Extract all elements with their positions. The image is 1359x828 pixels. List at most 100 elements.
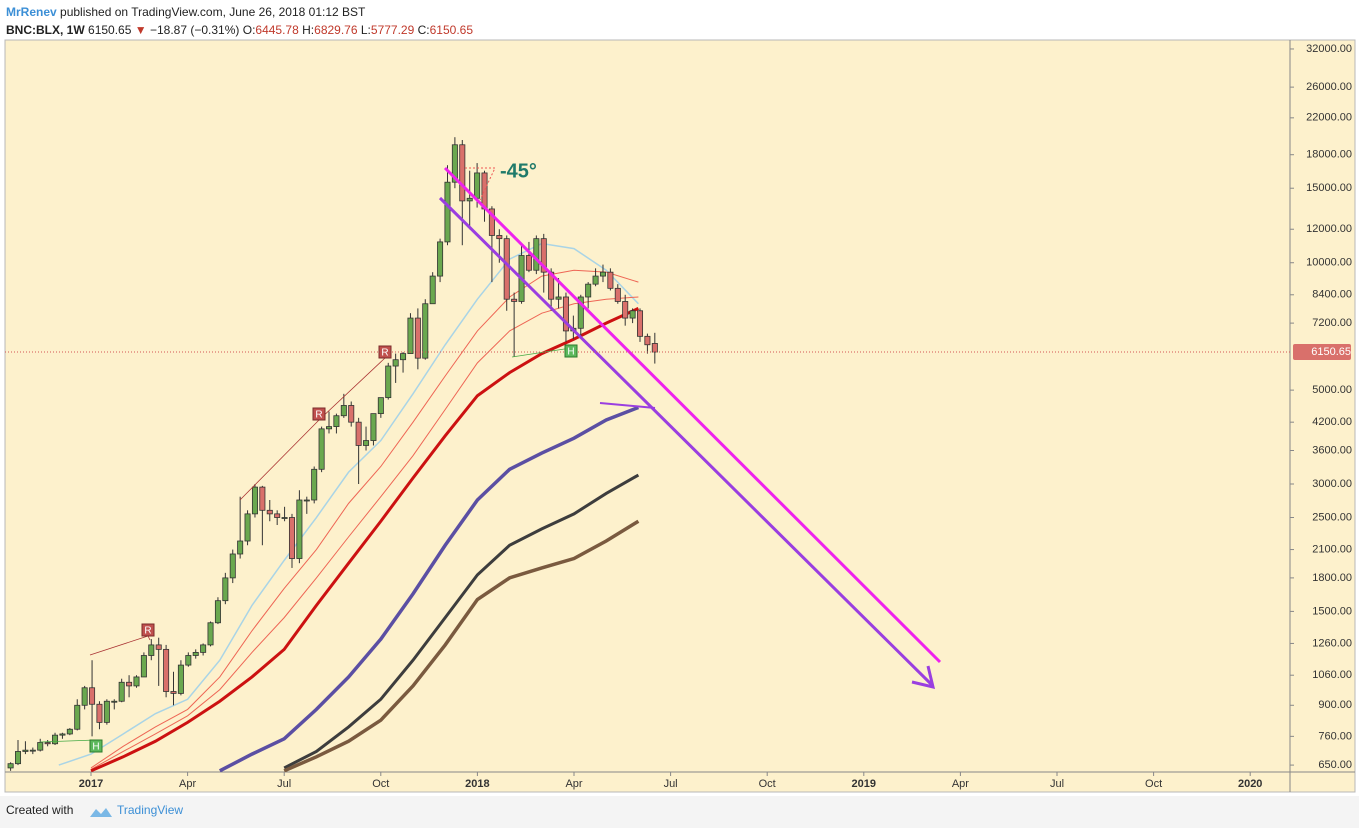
angle-marker — [465, 167, 496, 201]
y-tick-label: 2100.00 — [1312, 543, 1352, 555]
indicators — [58, 242, 640, 772]
x-tick-label: 2020 — [1238, 778, 1262, 790]
trend-line — [599, 402, 656, 409]
candle-body — [466, 197, 473, 202]
pivot-marker — [312, 407, 326, 421]
candle-body — [318, 428, 325, 470]
candle-body — [44, 742, 51, 745]
candle-body — [163, 648, 170, 692]
candle-body — [437, 241, 444, 277]
candle-body — [222, 577, 229, 602]
y-tick-label: 1800.00 — [1312, 572, 1352, 584]
candle-body — [52, 734, 59, 745]
candle-body — [237, 540, 244, 555]
candle-body — [66, 728, 73, 735]
candle-body — [251, 486, 258, 515]
y-tick-label: 4200.00 — [1312, 416, 1352, 428]
candle-body — [140, 655, 147, 678]
candle-body — [629, 310, 636, 319]
candle-body — [407, 317, 414, 354]
logo — [90, 808, 112, 817]
x-tick-label: Oct — [759, 778, 776, 790]
pivot-line — [39, 739, 97, 743]
indicator-line — [90, 296, 639, 770]
y-tick-label: 760.00 — [1318, 730, 1352, 742]
y-tick-label: 12000.00 — [1306, 223, 1352, 235]
candle-body — [37, 742, 44, 751]
candle-body — [244, 513, 251, 542]
pivot-marker — [89, 739, 103, 753]
x-tick-label: Apr — [952, 778, 969, 790]
candle-body — [103, 700, 110, 723]
y-tick-label: 18000.00 — [1306, 149, 1352, 161]
candle-body — [592, 275, 599, 285]
l-label: L: — [360, 23, 371, 37]
candle-body — [266, 509, 273, 515]
candle-body — [533, 238, 540, 271]
author[interactable]: MrRenev — [6, 5, 57, 19]
brand[interactable]: TradingView — [117, 803, 184, 817]
candle-body — [370, 413, 377, 441]
last-price-box — [1293, 344, 1351, 361]
indicator-line — [90, 307, 640, 772]
candle-body — [126, 681, 133, 687]
candle-body — [392, 359, 399, 367]
candle-body — [555, 296, 562, 300]
h-label: H: — [302, 23, 315, 37]
x-tick-label: Apr — [179, 778, 196, 790]
candle-body — [96, 703, 103, 723]
pivot-label: H — [92, 742, 99, 753]
indicator-line — [283, 473, 640, 770]
candle-body — [22, 749, 29, 752]
candle-body — [622, 301, 629, 319]
candle-body — [385, 365, 392, 399]
candle-body — [281, 517, 288, 519]
candle-body — [614, 287, 621, 302]
candle-body — [651, 343, 658, 353]
symbol: BNC:BLX, 1W — [6, 23, 85, 37]
o-label: O: — [242, 23, 256, 37]
candle-body — [377, 397, 384, 415]
candle-body — [326, 426, 333, 430]
candle-body — [511, 298, 518, 302]
y-tick-label: 8400.00 — [1312, 289, 1352, 301]
published: published on TradingView.com, June 26, 2… — [60, 5, 366, 19]
last-price-label: 6150.65 — [1311, 346, 1351, 358]
pivot-marker — [564, 344, 578, 358]
y-tick-label: 3000.00 — [1312, 478, 1352, 490]
candle-body — [177, 664, 184, 694]
candle-body — [81, 687, 88, 706]
candle-body — [200, 644, 207, 653]
candle-body — [607, 271, 614, 289]
y-tick-label: 3600.00 — [1312, 444, 1352, 456]
low: 5777.29 — [370, 23, 415, 37]
candle-body — [422, 303, 429, 359]
candle-body — [29, 749, 36, 752]
y-tick-label: 1060.00 — [1312, 669, 1352, 681]
candle-body — [155, 644, 162, 650]
x-tick-label: Jul — [1050, 778, 1064, 790]
candle-body — [89, 687, 96, 705]
header: MrRenev published on TradingView.com, Ju… — [6, 3, 473, 39]
candle-body — [599, 271, 606, 277]
pivot-label: R — [315, 410, 322, 421]
candle-body — [400, 353, 407, 361]
y-tick-label: 2500.00 — [1312, 511, 1352, 523]
arrow: ▼ — [134, 23, 147, 37]
y-tick-label: 15000.00 — [1306, 182, 1352, 194]
chart: -45° 32000.00 26000.00 22000.00 18000.00 150… — [4, 39, 1356, 793]
x-tick-label: Jul — [664, 778, 678, 790]
candle-body — [303, 499, 310, 502]
candle-body — [496, 235, 503, 240]
y-tick-label: 1260.00 — [1312, 637, 1352, 649]
x-tick-label: Oct — [372, 778, 389, 790]
pivot-marker — [141, 623, 155, 637]
candle-body — [363, 440, 370, 446]
trend-line — [443, 166, 942, 664]
x-tick-label: Apr — [565, 778, 582, 790]
y-tick-label: 22000.00 — [1306, 112, 1352, 124]
candle-body — [7, 763, 14, 769]
y-tick-label: 32000.00 — [1306, 43, 1352, 55]
pivot-label: H — [567, 347, 574, 358]
